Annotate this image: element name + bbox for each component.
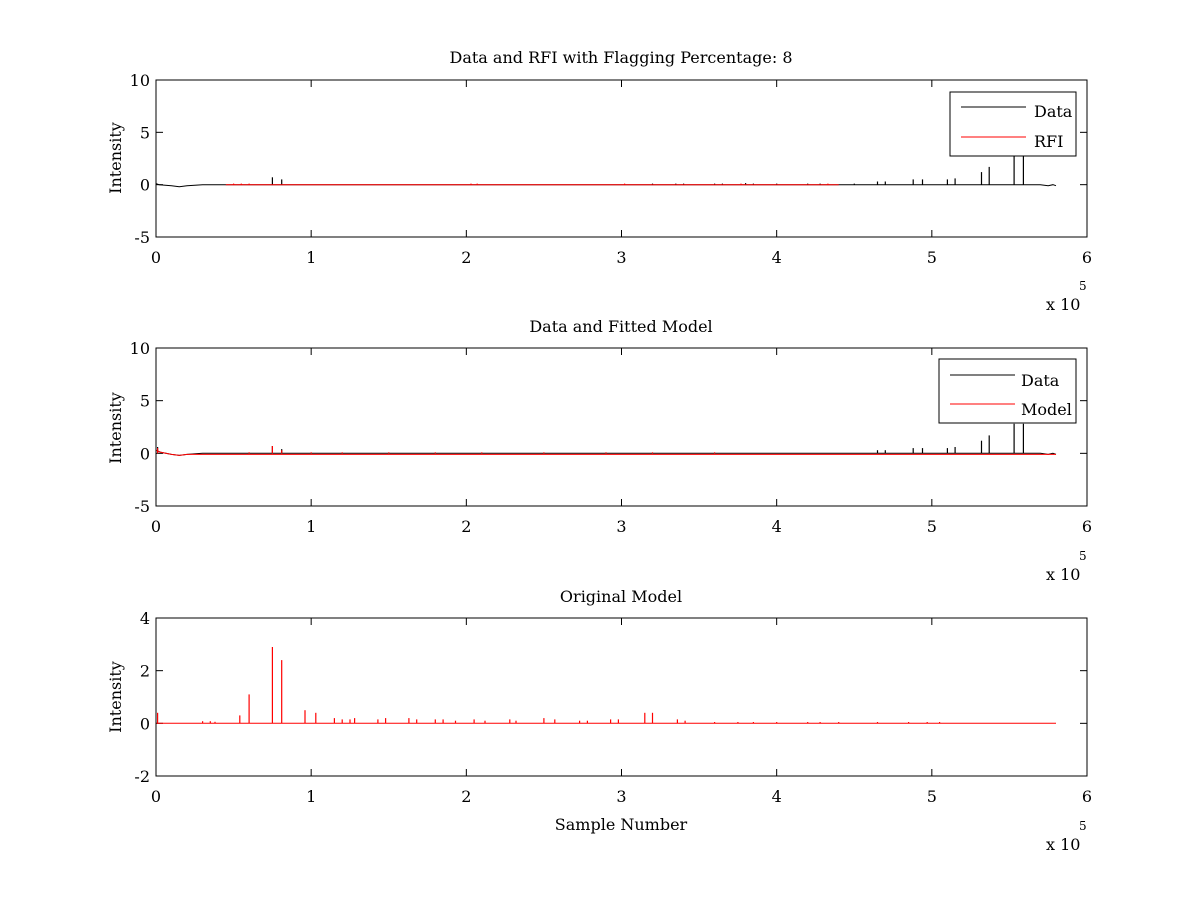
subplot-1-xtick-label-2: 2 xyxy=(461,248,471,267)
subplot-2-xtick-label-5: 5 xyxy=(927,517,937,536)
subplot-1-title: Data and RFI with Flagging Percentage: 8 xyxy=(449,48,792,67)
subplot-1-xtick-label-1: 1 xyxy=(306,248,316,267)
subplot-2-ytick-label-2: 5 xyxy=(140,392,150,411)
subplot-3-x-exponent: x 10 xyxy=(1046,835,1080,854)
subplot-3-xlabel: Sample Number xyxy=(555,815,688,834)
subplot-3: Original Model Intensity Sample Number x… xyxy=(106,587,1092,854)
subplot-1-xtick-label-0: 0 xyxy=(151,248,161,267)
subplot-1-x-exponent-power: 5 xyxy=(1079,279,1087,293)
subplot-2-axes-box xyxy=(155,347,1088,507)
subplot-1-ytick-label-2: 5 xyxy=(140,123,150,142)
subplot-2-xtick-label-3: 3 xyxy=(616,517,626,536)
subplot-3-xtick-label-4: 4 xyxy=(772,787,782,806)
subplot-3-xtick-label-0: 0 xyxy=(151,787,161,806)
subplot-1-ytick-label-3: 10 xyxy=(130,71,150,90)
subplot-1-series-data-baseline xyxy=(155,183,1057,188)
subplot-1-ytick-label-1: 0 xyxy=(140,176,150,195)
subplot-3-title: Original Model xyxy=(560,587,682,606)
subplot-3-ytick-label-3: 4 xyxy=(140,609,150,628)
subplot-3-ytick-label-0: -2 xyxy=(134,767,150,786)
subplot-2-legend: Data Model xyxy=(938,358,1077,424)
subplot-2-xtick-label-1: 1 xyxy=(306,517,316,536)
subplot-3-xtick-label-6: 6 xyxy=(1082,787,1092,806)
subplot-2-xtick-label-4: 4 xyxy=(772,517,782,536)
subplot-2-ytick-label-3: 10 xyxy=(130,339,150,358)
subplot-3-axes-box xyxy=(155,617,1088,777)
subplot-1-xtick-label-4: 4 xyxy=(772,248,782,267)
subplot-1-ytick-label-0: -5 xyxy=(134,228,150,247)
subplot-2-x-exponent-power: 5 xyxy=(1079,549,1087,563)
subplot-2-ytick-label-1: 0 xyxy=(140,444,150,463)
subplot-3-xtick-label-1: 1 xyxy=(306,787,316,806)
subplot-1-x-exponent: x 10 xyxy=(1046,295,1080,314)
subplot-2-legend-box xyxy=(938,358,1077,424)
subplot-1-axes-box xyxy=(155,79,1088,238)
subplot-2-series-model-baseline xyxy=(155,449,1056,456)
subplot-1-ylabel: Intensity xyxy=(106,122,125,194)
subplot-1: Data and RFI with Flagging Percentage: 8… xyxy=(106,48,1092,314)
subplot-2-legend-label-model: Model xyxy=(1021,400,1072,419)
subplot-2: Data and Fitted Model Intensity x 10 5 0… xyxy=(106,317,1092,584)
subplot-2-title: Data and Fitted Model xyxy=(529,317,712,336)
subplot-3-ytick-label-2: 2 xyxy=(140,662,150,681)
subplot-3-ylabel: Intensity xyxy=(106,661,125,733)
subplot-1-legend-box xyxy=(949,91,1077,157)
subplot-2-xtick-label-0: 0 xyxy=(151,517,161,536)
subplot-1-xtick-label-5: 5 xyxy=(927,248,937,267)
subplot-1-legend-label-rfi: RFI xyxy=(1034,132,1063,151)
subplot-2-legend-label-data: Data xyxy=(1021,371,1060,390)
subplot-1-xtick-label-3: 3 xyxy=(616,248,626,267)
subplot-2-ytick-label-0: -5 xyxy=(134,497,150,516)
subplot-1-xtick-label-6: 6 xyxy=(1082,248,1092,267)
subplot-1-legend: Data RFI xyxy=(949,91,1077,157)
subplot-1-legend-label-data: Data xyxy=(1034,102,1073,121)
subplot-2-ylabel: Intensity xyxy=(106,392,125,464)
subplot-3-xtick-label-2: 2 xyxy=(461,787,471,806)
subplot-3-xtick-label-5: 5 xyxy=(927,787,937,806)
subplot-2-x-exponent: x 10 xyxy=(1046,565,1080,584)
subplot-2-xtick-label-6: 6 xyxy=(1082,517,1092,536)
subplot-3-ytick-label-1: 0 xyxy=(140,714,150,733)
subplot-3-x-exponent-power: 5 xyxy=(1079,819,1087,833)
subplot-2-xtick-label-2: 2 xyxy=(461,517,471,536)
subplot-3-xtick-label-3: 3 xyxy=(616,787,626,806)
